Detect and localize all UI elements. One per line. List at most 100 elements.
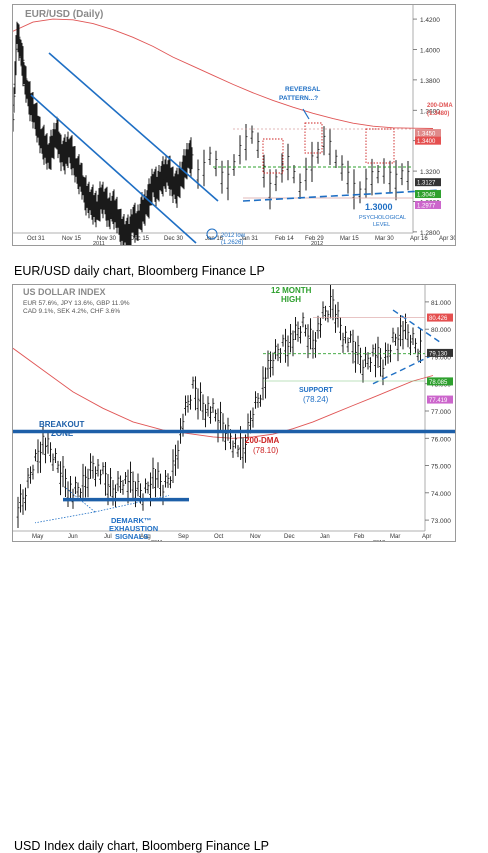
reversal-pattern-box: [365, 128, 395, 164]
y-tick-label: 1.3800: [420, 78, 440, 85]
x-tick-label: Oct: [214, 534, 224, 540]
x-tick-label: Feb 14: [275, 236, 294, 242]
dma-value: (78.10): [253, 446, 279, 455]
price-tag-label: 79.130: [429, 351, 448, 357]
usd-index-weights-line-2: CAD 9.1%, SEK 4.2%, CHF 3.6%: [23, 308, 120, 315]
y-tick-label: 77.000: [431, 409, 451, 416]
x-tick-label: Apr 30: [439, 236, 455, 242]
eurusd-chart-frame: 1.4200 1.4000 1.3800 1.3600 1.3400 1.3200 1.30…: [11, 4, 457, 255]
x-tick-label: Mar 30: [375, 236, 394, 242]
eurusd-title: EUR/USD (Daily): [25, 9, 103, 20]
demark-arrow-3: [94, 495, 170, 513]
price-tag-box: [415, 136, 441, 145]
support-value: (78.24): [303, 395, 329, 404]
level-text-line-2: LEVEL: [373, 222, 390, 228]
x-tick-label: Mar 15: [340, 236, 359, 242]
eurusd-panel: 1.4200 1.4000 1.3800 1.3600 1.3400 1.3200 1.30…: [0, 0, 488, 278]
x-tick-label: Apr: [422, 534, 431, 540]
x-tick-label: Oct 31: [27, 236, 45, 242]
price-tag-box: [427, 377, 453, 386]
usd-index-panel: 81.00080.00079.00078.00077.00076.00075.0…: [0, 282, 488, 853]
x-tick-label: Mar: [390, 534, 400, 540]
y-tick-label: 1.3200: [420, 169, 440, 176]
support-label: SUPPORT: [299, 387, 334, 394]
usd-index-chart: 81.00080.00079.00078.00077.00076.00075.0…: [12, 284, 455, 546]
demark-arrow-1: [34, 511, 96, 524]
x-tick-label: Jul: [104, 534, 112, 540]
price-tag-box: [427, 348, 453, 357]
x-tick-label: Feb 29: [305, 236, 324, 242]
price-tag-label: 1.2977: [417, 203, 436, 209]
reversal-arrow: [302, 108, 310, 120]
dma-label: 200-DMA: [427, 103, 453, 109]
price-tag-label: 78.085: [429, 380, 448, 386]
x-tick-label: Aug: [140, 534, 151, 540]
price-tag-box: [415, 200, 441, 209]
low-value: (1.2626): [221, 240, 243, 245]
demark-label-line-1: DEMARK™: [111, 516, 151, 525]
reversal-pattern-box: [262, 138, 284, 174]
channel-lower-line: [30, 94, 197, 244]
low-label: 2012 low: [221, 233, 246, 239]
dma-label: 200-DMA: [245, 436, 279, 445]
usd-index-title: US DOLLAR INDEX: [23, 287, 106, 297]
x-tick-label: Apr 16: [410, 236, 428, 242]
y-tick-label: 1.3600: [420, 108, 440, 115]
price-tag-box: [427, 395, 453, 404]
x-tick-label: Jan 31: [240, 236, 259, 242]
reversal-label-line-1: REVERSAL: [285, 86, 320, 93]
y-tick-label: 1.4200: [420, 17, 440, 24]
level-value: 1.3000: [365, 202, 393, 212]
high-label-line-1: 12 MONTH: [271, 286, 312, 295]
channel-upper-line: [48, 52, 219, 202]
demark-label-line-3: SIGNALS: [115, 532, 148, 541]
y-tick-label: 1.2800: [420, 230, 440, 237]
usd-index-chart-frame: 81.00080.00079.00078.00077.00076.00075.0…: [12, 284, 456, 546]
reversal-pattern-box: [304, 122, 323, 154]
year-label: 2012: [311, 241, 323, 245]
demark-arrow-2: [64, 487, 96, 513]
usd-index-caption: USD Index daily chart, Bloomberg Finance…: [14, 839, 269, 853]
breakout-label-line-2: ZONE: [51, 429, 74, 438]
price-tag-label: 1.3049: [417, 193, 436, 199]
y-tick-label: 73.000: [431, 518, 451, 525]
price-tag-label: 1.3400: [417, 139, 436, 145]
low-marker-circle: [206, 228, 218, 240]
year-label: 2011: [151, 540, 163, 541]
high-label-line-2: HIGH: [281, 295, 301, 304]
x-tick-label: Sep: [178, 534, 189, 540]
level-text-line-1: PSYCHOLOGICAL: [359, 215, 406, 221]
year-label: 2011: [93, 241, 105, 245]
demark-label-line-2: EXHAUSTION: [109, 524, 158, 533]
year-label: 2012: [373, 540, 385, 541]
y-tick-label: 75.000: [431, 464, 451, 471]
price-tag-label: 80.426: [429, 316, 448, 322]
eurusd-caption: EUR/USD daily chart, Bloomberg Finance L…: [14, 264, 265, 278]
x-tick-label: Jun: [68, 534, 78, 540]
reversal-label-line-2: PATTERN...?: [279, 95, 318, 102]
y-tick-label: 80.000: [431, 327, 451, 334]
price-tag-label: 1.3127: [417, 181, 436, 187]
price-tag-box: [415, 129, 441, 138]
x-tick-label: Nov: [250, 534, 261, 540]
x-tick-label: Nov 30: [97, 236, 117, 242]
price-tag-box: [415, 178, 441, 187]
x-tick-label: Dec 15: [130, 236, 150, 242]
x-tick-label: Dec 30: [164, 236, 184, 242]
price-tag-label: 77.419: [429, 398, 448, 404]
y-tick-label: 1.4000: [420, 47, 440, 54]
breakout-label-line-1: BREAKOUT: [39, 420, 84, 429]
y-tick-label: 79.000: [431, 354, 451, 361]
x-tick-label: Feb: [354, 534, 365, 540]
x-tick-label: Dec: [284, 534, 295, 540]
price-tag-box: [415, 190, 441, 199]
price-tag-box: [427, 313, 453, 322]
psychological-level-line: [242, 189, 442, 202]
dma-200-line: [12, 347, 434, 439]
x-tick-label: Jan 16: [205, 236, 224, 242]
x-tick-label: May: [32, 534, 43, 540]
x-tick-label: Jan: [320, 534, 330, 540]
usd-index-weights-line-1: EUR 57.6%, JPY 13.6%, GBP 11.9%: [23, 300, 130, 307]
eurusd-chart: 1.4200 1.4000 1.3800 1.3600 1.3400 1.3200 1.30…: [11, 5, 457, 255]
price-tag-label: 1.3450: [417, 132, 436, 138]
